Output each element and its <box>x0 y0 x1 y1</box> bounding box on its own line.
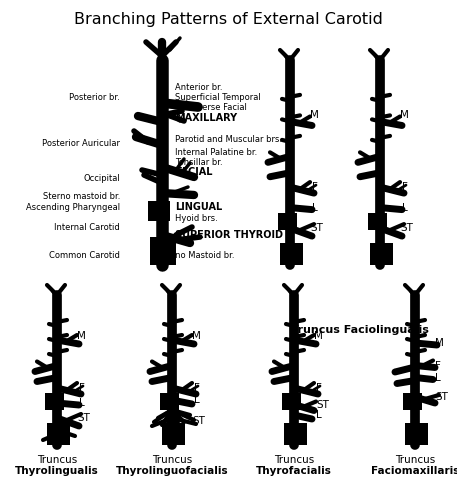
Text: ST: ST <box>192 416 205 426</box>
Text: M: M <box>435 338 444 348</box>
Text: Truncus: Truncus <box>274 455 314 465</box>
Text: LINGUAL: LINGUAL <box>175 202 222 212</box>
Text: Ascending Pharyngeal: Ascending Pharyngeal <box>26 202 120 212</box>
Polygon shape <box>405 423 428 445</box>
Text: Hyoid brs.: Hyoid brs. <box>175 214 218 222</box>
Polygon shape <box>403 393 422 410</box>
Polygon shape <box>278 213 297 230</box>
Text: ST: ST <box>400 223 413 233</box>
Polygon shape <box>160 393 179 410</box>
Text: ST: ST <box>77 413 90 423</box>
Text: Internal Carotid: Internal Carotid <box>54 222 120 231</box>
Text: FACIAL: FACIAL <box>175 167 213 177</box>
Text: Parotid and Muscular brs.: Parotid and Muscular brs. <box>175 134 282 144</box>
Text: Sterno Mastoid br.: Sterno Mastoid br. <box>158 250 234 260</box>
Polygon shape <box>45 393 64 410</box>
Text: ST: ST <box>310 223 323 233</box>
Text: F: F <box>194 383 200 393</box>
Text: Sterno mastoid br.: Sterno mastoid br. <box>43 192 120 200</box>
Text: Anterior br.: Anterior br. <box>175 82 223 92</box>
Text: F: F <box>79 383 85 393</box>
Text: Transverse Facial: Transverse Facial <box>175 102 247 112</box>
Text: Occipital: Occipital <box>83 173 120 182</box>
Text: Superficial Temporal: Superficial Temporal <box>175 93 261 101</box>
Text: L: L <box>194 395 200 405</box>
Text: Faciomaxillaris: Faciomaxillaris <box>371 466 457 476</box>
Polygon shape <box>370 243 393 265</box>
Polygon shape <box>284 423 307 445</box>
Text: M: M <box>192 330 201 341</box>
Polygon shape <box>280 243 303 265</box>
Text: L: L <box>402 202 408 213</box>
Text: Truncus Faciolingualis: Truncus Faciolingualis <box>291 325 429 335</box>
Text: F: F <box>312 182 318 192</box>
Polygon shape <box>148 201 170 221</box>
Text: L: L <box>435 372 441 383</box>
Text: M: M <box>77 330 86 341</box>
Text: M: M <box>310 110 319 121</box>
Text: Posterior Auricular: Posterior Auricular <box>42 139 120 147</box>
Text: F: F <box>402 182 408 192</box>
Text: Truncus: Truncus <box>395 455 435 465</box>
Text: L: L <box>79 398 85 408</box>
Polygon shape <box>282 393 301 410</box>
Text: M: M <box>400 110 409 121</box>
Polygon shape <box>47 423 70 445</box>
Text: Tonsillar br.: Tonsillar br. <box>175 157 223 167</box>
Text: Branching Patterns of External Carotid: Branching Patterns of External Carotid <box>74 12 383 27</box>
Text: L: L <box>316 410 322 420</box>
Text: M: M <box>314 330 323 341</box>
Text: Truncus: Truncus <box>37 455 77 465</box>
Polygon shape <box>150 237 176 265</box>
Text: ST: ST <box>435 392 448 402</box>
Text: Internal Palatine br.: Internal Palatine br. <box>175 147 257 156</box>
Text: Posterior br.: Posterior br. <box>69 93 120 101</box>
Polygon shape <box>368 213 387 230</box>
Text: Thyrolingualis: Thyrolingualis <box>15 466 99 476</box>
Text: Common Carotid: Common Carotid <box>49 250 120 260</box>
Text: ST: ST <box>316 399 329 410</box>
Text: L: L <box>312 202 318 213</box>
Text: F: F <box>316 383 322 393</box>
Text: Truncus: Truncus <box>152 455 192 465</box>
Text: F: F <box>435 361 441 370</box>
Text: MAXILLARY: MAXILLARY <box>175 113 237 123</box>
Text: Thyrofacialis: Thyrofacialis <box>256 466 332 476</box>
Text: SUPERIOR THYROID: SUPERIOR THYROID <box>175 230 283 240</box>
Text: Thyrolinguofacialis: Thyrolinguofacialis <box>116 466 228 476</box>
Polygon shape <box>162 423 185 445</box>
